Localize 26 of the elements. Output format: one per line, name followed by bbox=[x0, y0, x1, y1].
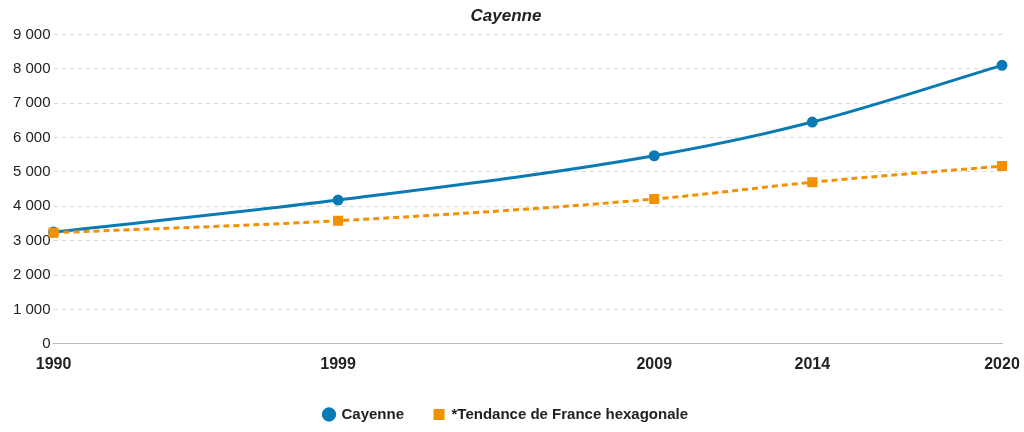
chart-title: Cayenne bbox=[470, 5, 542, 25]
y-tick-label: 4 000 bbox=[12, 196, 51, 214]
point bbox=[648, 150, 660, 162]
point bbox=[806, 116, 818, 128]
point bbox=[649, 194, 660, 205]
x-tick-label: 2020 bbox=[984, 354, 1020, 372]
y-tick-label: 8 000 bbox=[12, 58, 51, 76]
legend-label: Cayenne bbox=[341, 404, 405, 422]
x-tick-label: 2014 bbox=[794, 354, 831, 372]
x-tick-label: 2009 bbox=[636, 354, 673, 372]
y-tick-label: 3 000 bbox=[12, 230, 51, 248]
x-tick-label: 1990 bbox=[35, 354, 72, 372]
point bbox=[807, 177, 818, 188]
point bbox=[333, 215, 344, 226]
y-tick-label: 6 000 bbox=[12, 127, 51, 145]
y-tick-label: 1 000 bbox=[12, 299, 51, 317]
x-tick-label: 1999 bbox=[320, 354, 356, 372]
y-tick-label: 7 000 bbox=[12, 93, 51, 111]
point bbox=[996, 59, 1008, 71]
y-tick-label: 5 000 bbox=[12, 162, 51, 180]
point bbox=[332, 194, 344, 206]
y-tick-label: 2 000 bbox=[12, 265, 51, 283]
y-tick-label: 0 bbox=[42, 333, 51, 351]
legend-label: *Tendance de France hexagonale bbox=[451, 404, 689, 422]
point bbox=[996, 161, 1008, 172]
y-tick-label: 9 000 bbox=[12, 24, 51, 42]
